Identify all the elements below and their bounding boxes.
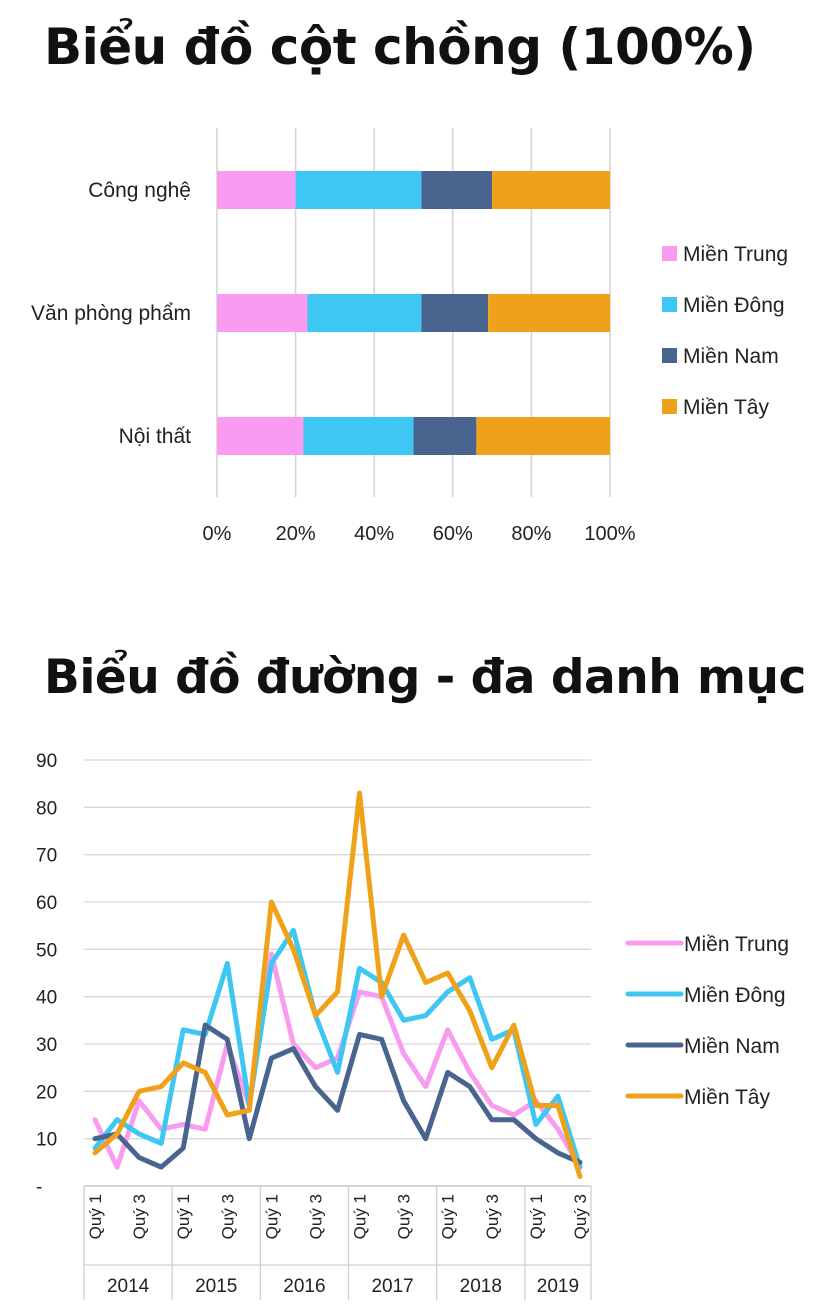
x-tick-label: 80% — [511, 523, 551, 545]
bar-segment — [476, 417, 610, 455]
legend-label: Miền Nam — [684, 1035, 780, 1058]
bar-segment — [492, 171, 610, 209]
quarter-label: Quý 1 — [262, 1194, 281, 1239]
quarter-label: Quý 1 — [86, 1194, 105, 1239]
legend-label: Miền Trung — [684, 933, 789, 956]
quarter-label: Quý 3 — [395, 1194, 414, 1239]
y-tick-label: 60 — [36, 893, 57, 914]
quarter-label: Quý 3 — [306, 1194, 325, 1239]
bar-segment — [217, 294, 308, 332]
legend-swatch — [662, 297, 677, 312]
quarter-label: Quý 3 — [218, 1194, 237, 1239]
y-tick-label: 10 — [36, 1130, 57, 1151]
y-tick-label: - — [36, 1177, 42, 1198]
chart2-title: Biểu đồ đường - đa danh mục — [44, 650, 806, 705]
bar-segment — [413, 417, 477, 455]
y-tick-label: 20 — [36, 1082, 57, 1103]
x-tick-label: 100% — [584, 523, 635, 545]
series-line — [92, 951, 583, 1170]
x-tick-label: 60% — [433, 523, 473, 545]
category-label: Văn phòng phẩm — [31, 302, 191, 325]
bar-segment — [217, 417, 304, 455]
legend-swatch — [662, 348, 677, 363]
year-label: 2014 — [107, 1276, 150, 1297]
category-label: Nội thất — [119, 425, 192, 448]
y-tick-label: 80 — [36, 798, 57, 819]
x-tick-label: 40% — [354, 523, 394, 545]
y-tick-label: 70 — [36, 846, 57, 867]
legend-label: Miền Nam — [683, 345, 779, 368]
year-label: 2017 — [371, 1276, 413, 1297]
y-tick-label: 50 — [36, 940, 57, 961]
quarter-label: Quý 1 — [351, 1194, 370, 1239]
quarter-label: Quý 3 — [571, 1194, 590, 1239]
category-label: Công nghệ — [88, 179, 191, 202]
legend-label: Miền Trung — [683, 243, 788, 266]
legend-label: Miền Đông — [684, 984, 786, 1007]
quarter-label: Quý 1 — [527, 1194, 546, 1239]
year-label: 2016 — [283, 1276, 325, 1297]
bar-segment — [307, 294, 422, 332]
legend-label: Miền Đông — [683, 294, 785, 317]
bar-segment — [217, 171, 296, 209]
bar-segment — [295, 171, 422, 209]
y-tick-label: 90 — [36, 751, 57, 772]
y-tick-label: 40 — [36, 988, 57, 1009]
series-line — [92, 1022, 583, 1170]
bar-segment — [488, 294, 610, 332]
legend-swatch — [662, 399, 677, 414]
series-line — [92, 790, 583, 1179]
series-line — [92, 927, 583, 1170]
legend-swatch — [662, 246, 677, 261]
year-label: 2018 — [460, 1276, 502, 1297]
year-label: 2015 — [195, 1276, 237, 1297]
x-tick-label: 0% — [203, 523, 232, 545]
quarter-label: Quý 1 — [439, 1194, 458, 1239]
bar-segment — [303, 417, 414, 455]
quarter-label: Quý 1 — [174, 1194, 193, 1239]
bar-segment — [421, 294, 489, 332]
x-tick-label: 20% — [276, 523, 316, 545]
year-label: 2019 — [537, 1276, 579, 1297]
quarter-label: Quý 3 — [130, 1194, 149, 1239]
stacked-bar-chart: 0% 20% 40% 60% 80% 100% Công nghệ Văn phòng phẩ… — [31, 128, 788, 545]
quarter-label: Quý 3 — [483, 1194, 502, 1239]
legend-label: Miền Tây — [683, 396, 769, 419]
y-tick-label: 30 — [36, 1035, 57, 1056]
legend-label: Miền Tây — [684, 1086, 770, 1109]
chart1-title: Biểu đồ cột chồng (100%) — [44, 18, 756, 76]
bar-segment — [421, 171, 493, 209]
